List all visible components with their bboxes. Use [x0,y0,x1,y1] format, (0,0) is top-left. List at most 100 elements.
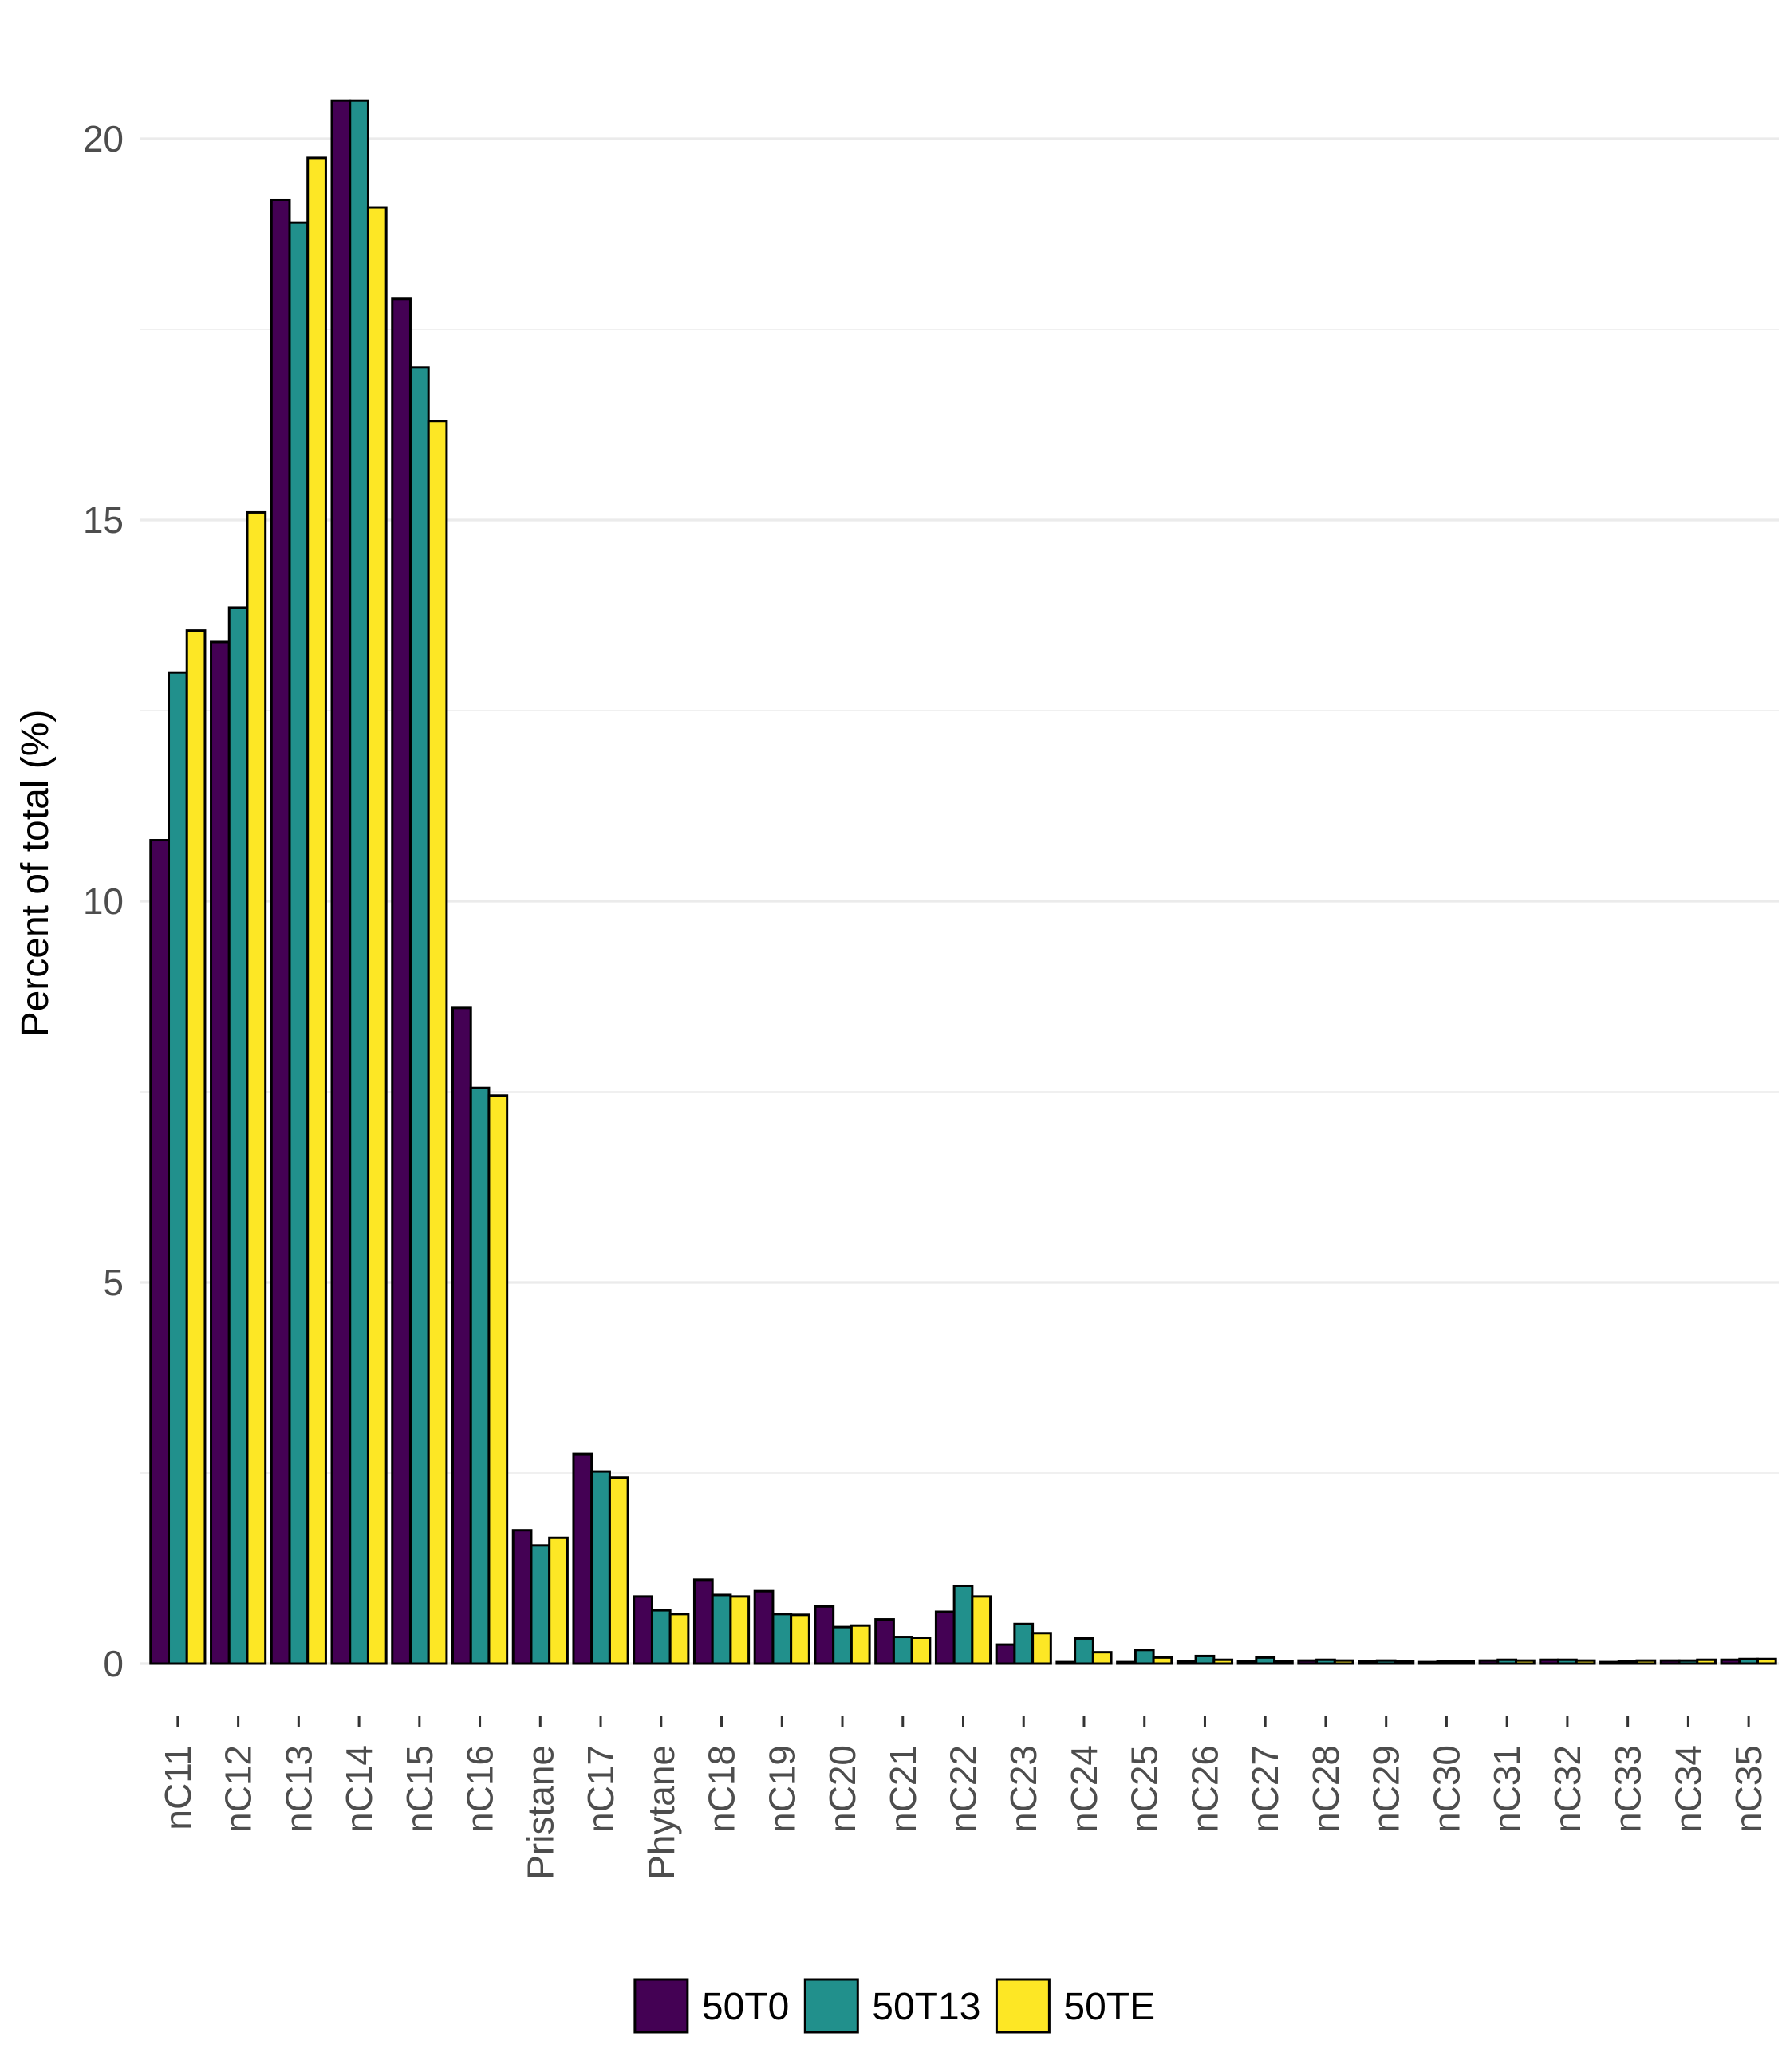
bar-50TE-nC12 [246,510,267,1665]
bar-50T0-nC19 [753,1589,775,1665]
bar-50T13-nC13 [288,221,310,1665]
bar-50TE-nC16 [487,1094,509,1665]
bar-50T13-nC35 [1738,1657,1759,1665]
bar-50T13-nC17 [590,1470,611,1665]
bar-50TE-Pristane [548,1536,569,1665]
bar-50T13-nC29 [1375,1659,1397,1665]
bar-50T13-nC20 [832,1625,853,1665]
bar-50TE-nC18 [729,1595,751,1665]
bar-50T0-nC29 [1358,1660,1378,1665]
x-tick-label: nC35 [1728,1745,1769,1833]
x-tick-label: nC34 [1667,1745,1709,1833]
x-tick-label: nC28 [1305,1745,1346,1833]
bar-50TE-nC17 [608,1476,629,1665]
bar-50T13-Phytane [650,1609,672,1665]
bar-50TE-nC27 [1273,1660,1294,1665]
x-tick-label: nC24 [1063,1745,1105,1833]
x-tick-label: nC18 [701,1745,743,1833]
x-tick-label: nC27 [1244,1745,1286,1833]
bar-50TE-Phytane [668,1613,690,1665]
x-tick-label: Pristane [519,1745,561,1880]
bar-50T0-nC30 [1417,1660,1439,1665]
bar-50TE-nC30 [1454,1660,1476,1665]
x-axis: nC11 nC12 nC13 nC14 nC15 nC16 Pristane nC17 Phyt… [157,1716,1769,1880]
x-tick-label: nC13 [278,1745,319,1833]
legend-key-50T13 [803,1978,859,2034]
bar-50T0-Phytane [633,1595,653,1665]
bar-50T0-nC31 [1478,1659,1500,1665]
bar-50T13-nC31 [1496,1658,1518,1665]
legend-key-50TE [995,1978,1051,2034]
x-tick-label: nC20 [822,1745,863,1833]
bar-50TE-nC15 [427,420,448,1665]
x-tick-label: nC11 [157,1745,199,1830]
x-tick-label: nC23 [1003,1745,1044,1833]
y-tick-label: 5 [103,1262,124,1303]
bar-50T0-nC35 [1720,1658,1741,1665]
bar-50T0-nC21 [874,1618,895,1665]
legend-label-50TE: 50TE [1063,1986,1155,2028]
bar-50T13-nC16 [469,1086,491,1665]
bar-50T13-nC11 [168,671,188,1665]
bar-50T13-nC33 [1617,1660,1638,1665]
x-tick-label: nC31 [1486,1745,1528,1833]
legend-key-50T0 [633,1978,689,2034]
bar-50TE-nC33 [1635,1659,1657,1665]
y-axis: 0 5 10 15 20 [83,118,124,1684]
bar-50T13-nC24 [1074,1637,1094,1665]
x-tick-label: nC14 [338,1745,380,1833]
bar-50TE-nC22 [971,1595,992,1665]
bar-50T13-nC23 [1013,1622,1035,1665]
bar-50T0-nC28 [1297,1659,1319,1665]
bar-50T13-nC25 [1134,1649,1155,1665]
bar-50T0-nC20 [814,1605,835,1665]
bar-50T0-nC12 [210,640,231,1665]
x-tick-label: nC19 [761,1745,802,1833]
bar-50T0-nC22 [934,1610,956,1665]
bar-50T0-nC25 [1116,1660,1137,1665]
y-tick-label: 10 [83,880,124,922]
bar-50T0-nC15 [391,297,412,1665]
bar-50T0-nC14 [330,99,352,1665]
bar-50T0-nC11 [149,839,171,1665]
bar-50TE-nC26 [1212,1658,1234,1665]
x-tick-label: nC22 [943,1745,984,1833]
y-tick-label: 15 [83,499,124,541]
bar-50T0-nC13 [270,198,291,1665]
bar-50T13-nC19 [771,1613,793,1665]
bar-50T13-nC30 [1436,1660,1457,1665]
y-tick-label: 20 [83,118,124,160]
bar-50T13-nC28 [1315,1658,1336,1665]
bar-50T13-nC27 [1255,1656,1276,1665]
legend-label-50T0: 50T0 [702,1986,789,2028]
bar-50TE-nC31 [1515,1659,1536,1665]
bar-50T13-nC21 [892,1636,913,1665]
bar-50TE-nC19 [790,1613,810,1665]
y-axis-title: Percent of total (%) [14,710,57,1038]
bar-50TE-nC13 [306,156,327,1665]
bar-50T0-nC34 [1659,1659,1681,1665]
bar-50T13-nC34 [1678,1659,1699,1665]
bar-50T0-nC24 [1055,1660,1077,1665]
bar-50T13-Pristane [530,1544,551,1665]
bar-50TE-nC32 [1575,1659,1596,1665]
bar-50T13-nC18 [711,1593,732,1665]
bar-50TE-nC21 [910,1636,932,1665]
x-tick-label: nC25 [1124,1745,1165,1833]
x-tick-label: nC16 [459,1745,501,1833]
bar-50TE-nC28 [1333,1659,1354,1665]
bar-50TE-nC35 [1756,1657,1777,1665]
bar-50T0-nC26 [1176,1660,1197,1665]
bar-50T0-nC17 [572,1452,593,1665]
bar-50TE-nC20 [850,1624,871,1665]
x-tick-label: Phytane [641,1745,682,1880]
x-tick-label: nC21 [882,1745,924,1833]
bar-50T0-nC23 [995,1643,1016,1665]
bar-50TE-nC29 [1394,1660,1415,1665]
x-tick-label: nC26 [1184,1745,1225,1833]
y-tick-label: 0 [103,1643,124,1684]
legend-label-50T13: 50T13 [872,1986,980,2028]
bar-50T0-nC16 [451,1006,472,1665]
bar-50T0-nC33 [1599,1660,1620,1665]
